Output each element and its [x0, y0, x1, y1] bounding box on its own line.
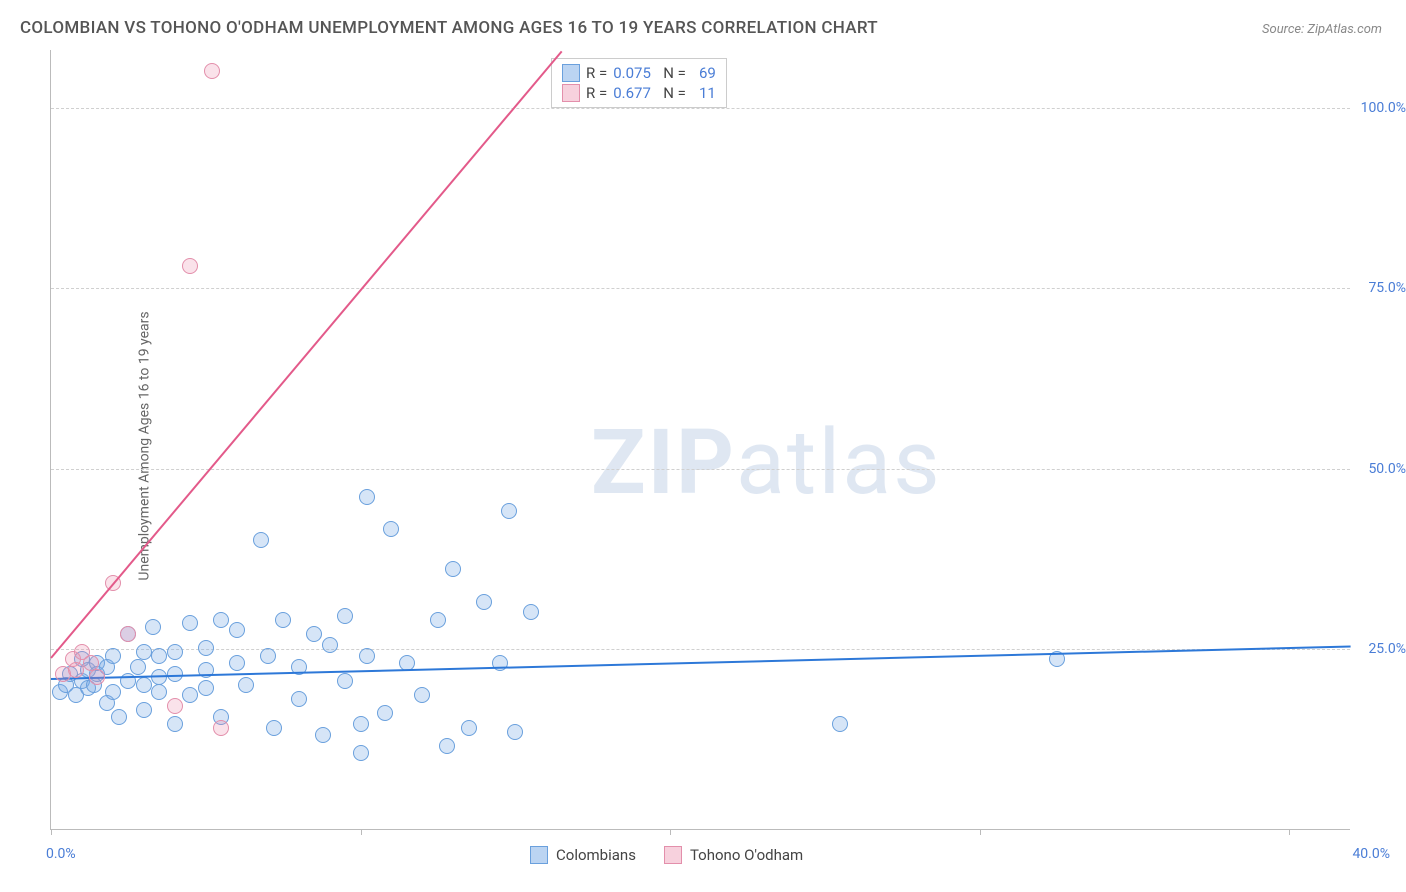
- data-point: [213, 720, 229, 736]
- data-point: [501, 503, 517, 519]
- data-point: [322, 637, 338, 653]
- x-tick: [980, 829, 981, 835]
- x-tick: [51, 829, 52, 835]
- data-point: [445, 561, 461, 577]
- data-point: [136, 702, 152, 718]
- data-point: [111, 709, 127, 725]
- data-point: [151, 684, 167, 700]
- gridline: [51, 108, 1350, 109]
- gridline: [51, 469, 1350, 470]
- trend-line: [50, 50, 562, 658]
- gridline: [51, 288, 1350, 289]
- legend-stat-row: R =0.075N =69: [562, 63, 716, 83]
- data-point: [182, 687, 198, 703]
- data-point: [337, 608, 353, 624]
- data-point: [353, 716, 369, 732]
- data-point: [476, 594, 492, 610]
- data-point: [213, 612, 229, 628]
- legend-swatch: [530, 846, 548, 864]
- watermark-text: ZIPatlas: [591, 410, 942, 515]
- data-point: [414, 687, 430, 703]
- x-tick: [361, 829, 362, 835]
- data-point: [120, 626, 136, 642]
- data-point: [151, 648, 167, 664]
- data-point: [204, 63, 220, 79]
- data-point: [167, 644, 183, 660]
- legend-item: Tohono O'odham: [664, 846, 803, 864]
- data-point: [198, 680, 214, 696]
- data-point: [507, 724, 523, 740]
- y-tick-label: 75.0%: [1354, 280, 1406, 296]
- data-point: [136, 677, 152, 693]
- legend-stat-row: R =0.677N =11: [562, 83, 716, 103]
- data-point: [337, 673, 353, 689]
- data-point: [229, 622, 245, 638]
- data-point: [260, 648, 276, 664]
- data-point: [68, 662, 84, 678]
- x-axis-max-label: 40.0%: [1352, 846, 1390, 862]
- y-tick-label: 25.0%: [1354, 641, 1406, 657]
- data-point: [238, 677, 254, 693]
- legend-swatch: [664, 846, 682, 864]
- data-point: [167, 698, 183, 714]
- data-point: [198, 640, 214, 656]
- data-point: [383, 521, 399, 537]
- data-point: [430, 612, 446, 628]
- chart-title: COLOMBIAN VS TOHONO O'ODHAM UNEMPLOYMENT…: [20, 18, 878, 38]
- data-point: [182, 258, 198, 274]
- x-tick: [670, 829, 671, 835]
- data-point: [291, 691, 307, 707]
- source-attribution: Source: ZipAtlas.com: [1262, 22, 1382, 37]
- data-point: [377, 705, 393, 721]
- data-point: [266, 720, 282, 736]
- data-point: [315, 727, 331, 743]
- data-point: [105, 684, 121, 700]
- data-point: [306, 626, 322, 642]
- data-point: [182, 615, 198, 631]
- data-point: [439, 738, 455, 754]
- data-point: [253, 532, 269, 548]
- data-point: [832, 716, 848, 732]
- data-point: [461, 720, 477, 736]
- y-tick-label: 50.0%: [1354, 461, 1406, 477]
- legend-swatch: [562, 84, 580, 102]
- data-point: [359, 489, 375, 505]
- data-point: [105, 648, 121, 664]
- data-point: [523, 604, 539, 620]
- series-legend: Colombians Tohono O'odham: [530, 846, 803, 864]
- scatter-plot-area: ZIPatlas R =0.075N =69R =0.677N =11 25.0…: [50, 50, 1350, 830]
- data-point: [145, 619, 161, 635]
- legend-swatch: [562, 64, 580, 82]
- data-point: [359, 648, 375, 664]
- data-point: [167, 716, 183, 732]
- data-point: [89, 669, 105, 685]
- legend-item: Colombians: [530, 846, 636, 864]
- trend-line: [51, 646, 1351, 680]
- y-tick-label: 100.0%: [1354, 100, 1406, 116]
- data-point: [229, 655, 245, 671]
- data-point: [136, 644, 152, 660]
- x-tick: [1289, 829, 1290, 835]
- data-point: [130, 659, 146, 675]
- x-axis-min-label: 0.0%: [46, 846, 76, 862]
- data-point: [167, 666, 183, 682]
- data-point: [275, 612, 291, 628]
- data-point: [353, 745, 369, 761]
- correlation-legend-box: R =0.075N =69R =0.677N =11: [551, 58, 727, 108]
